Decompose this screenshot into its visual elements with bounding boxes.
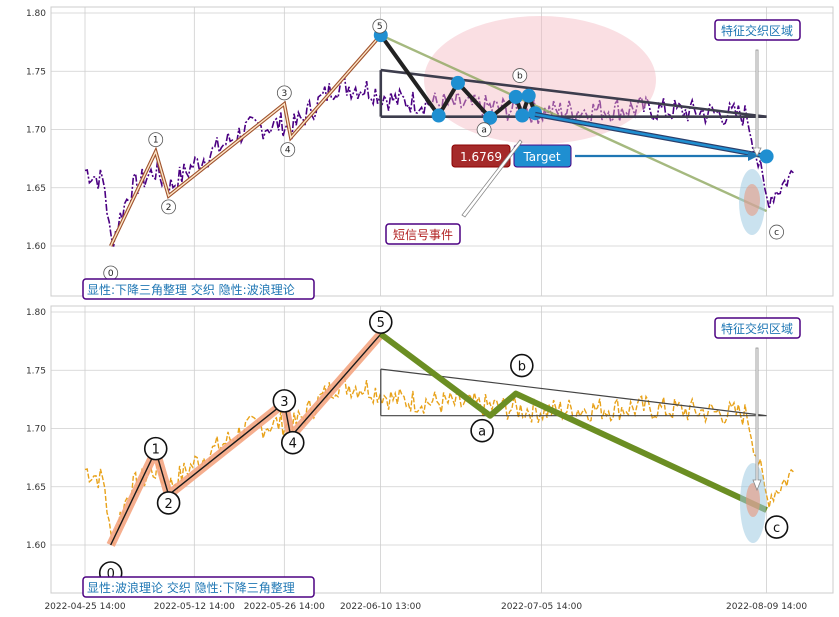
wave-label-c: c xyxy=(773,521,780,536)
target-label-text: Target xyxy=(522,150,560,164)
x-tick-label: 2022-05-26 14:00 xyxy=(244,602,325,612)
price-line xyxy=(84,76,794,247)
wave-label-a-circle xyxy=(476,122,492,138)
feature-zone-label: 特征交织区域 xyxy=(721,321,793,336)
legend-text: 显性:下降三角整理 交织 隐性:波浪理论 xyxy=(87,282,295,297)
wave-label-2-circle xyxy=(156,491,181,515)
impulse-wave-inner xyxy=(110,34,382,247)
zigzag-node-marker xyxy=(483,110,498,125)
bottom-panel: 1.60 1.65 1.70 1.75 1.80 0 1 2 3 4 5 a b c 特征交织区域显性:波浪… xyxy=(26,305,834,598)
end-zone-orange xyxy=(744,184,760,216)
wave-label-b-circle xyxy=(510,353,534,378)
price-line xyxy=(84,375,794,546)
wave-label-5: 5 xyxy=(377,316,385,331)
zigzag-node-marker xyxy=(508,89,523,104)
plot-frame xyxy=(50,305,834,594)
y-tick-label: 1.75 xyxy=(26,366,46,376)
target-projection-line xyxy=(534,113,767,158)
wave-label-a: a xyxy=(481,126,487,136)
target-label-box xyxy=(513,144,572,168)
y-tick-label: 1.65 xyxy=(26,184,46,194)
wave-label-4: 4 xyxy=(285,146,291,156)
x-tick-label: 2022-08-09 14:00 xyxy=(726,602,807,612)
plot-frame xyxy=(50,6,834,297)
signal-label: 短信号事件 xyxy=(393,228,453,242)
wave-label-3: 3 xyxy=(281,89,287,99)
target-marker xyxy=(759,149,774,164)
wave-label-2-circle xyxy=(161,199,176,215)
wave-label-4: 4 xyxy=(289,437,297,452)
top-panel: 1.60 1.65 1.70 1.75 1.80 0 1 2 3 4 5 a b c 1.6769 Targe… xyxy=(26,6,834,300)
zigzag-node-marker xyxy=(450,75,465,90)
y-tick-label: 1.60 xyxy=(26,242,46,252)
wave-label-c-circle xyxy=(769,224,784,240)
wave-label-0: 0 xyxy=(108,269,114,279)
descending-triangle xyxy=(380,368,767,417)
wave-label-1: 1 xyxy=(152,443,160,458)
feature-zone-label-box xyxy=(714,19,801,41)
wave-label-2: 2 xyxy=(166,203,172,213)
x-tick-label: 2022-07-05 14:00 xyxy=(501,602,582,612)
wave-label-b: b xyxy=(518,360,526,375)
end-zone-orange xyxy=(746,483,760,517)
x-axis: 2022-04-25 14:00 2022-05-12 14:00 2022-05-… xyxy=(44,602,807,612)
legend-box xyxy=(82,576,315,598)
signal-label-box xyxy=(385,223,461,245)
annotation-arrow xyxy=(752,347,762,492)
wave-label-3: 3 xyxy=(280,395,288,410)
zigzag-node-marker xyxy=(431,108,446,123)
wave-label-c: c xyxy=(774,228,779,238)
wave-label-4-circle xyxy=(280,430,305,455)
wave-label-5-circle xyxy=(372,18,388,34)
wave-label-a: a xyxy=(478,425,486,440)
wave-label-5-circle xyxy=(368,310,393,334)
target-value-text: 1.6769 xyxy=(460,150,502,164)
y-tick-label: 1.80 xyxy=(26,308,46,318)
wave-label-0: 0 xyxy=(107,567,115,582)
zigzag-node-marker xyxy=(515,108,530,123)
y-tick-label: 1.60 xyxy=(26,541,46,551)
wave-label-1: 1 xyxy=(153,136,159,146)
y-tick-label: 1.75 xyxy=(26,67,46,77)
y-tick-label: 1.80 xyxy=(26,9,46,19)
corrective-wave-line xyxy=(379,331,768,513)
wave-label-b-circle xyxy=(512,68,528,83)
x-tick-label: 2022-06-10 13:00 xyxy=(340,602,421,612)
wave-label-c-circle xyxy=(764,515,789,539)
impulse-wave-line xyxy=(110,333,382,546)
wave-label-2: 2 xyxy=(164,497,172,512)
legend-box xyxy=(82,278,315,300)
wave-label-5: 5 xyxy=(377,22,383,32)
target-arrow-head xyxy=(748,151,758,161)
wave-label-a-circle xyxy=(470,418,494,443)
y-tick-label: 1.70 xyxy=(26,425,46,435)
zigzag-node-marker xyxy=(521,88,536,103)
wave-label-3-circle xyxy=(272,389,297,413)
feature-zone-label: 特征交织区域 xyxy=(721,23,793,38)
y-tick-label: 1.70 xyxy=(26,126,46,136)
legend-text: 显性:波浪理论 交织 隐性:下降三角整理 xyxy=(87,580,295,595)
signal-arrow xyxy=(461,139,523,218)
wave-label-b: b xyxy=(517,72,523,82)
wave-label-4-circle xyxy=(280,142,296,158)
feature-zone-label-box xyxy=(714,317,801,339)
annotation-arrow xyxy=(752,49,762,157)
wave-label-3-circle xyxy=(276,85,292,101)
x-tick-label: 2022-04-25 14:00 xyxy=(44,602,125,612)
wave-label-1-circle xyxy=(148,132,164,148)
y-tick-label: 1.65 xyxy=(26,483,46,493)
wave-label-1-circle xyxy=(143,436,168,461)
x-tick-label: 2022-05-12 14:00 xyxy=(154,602,235,612)
